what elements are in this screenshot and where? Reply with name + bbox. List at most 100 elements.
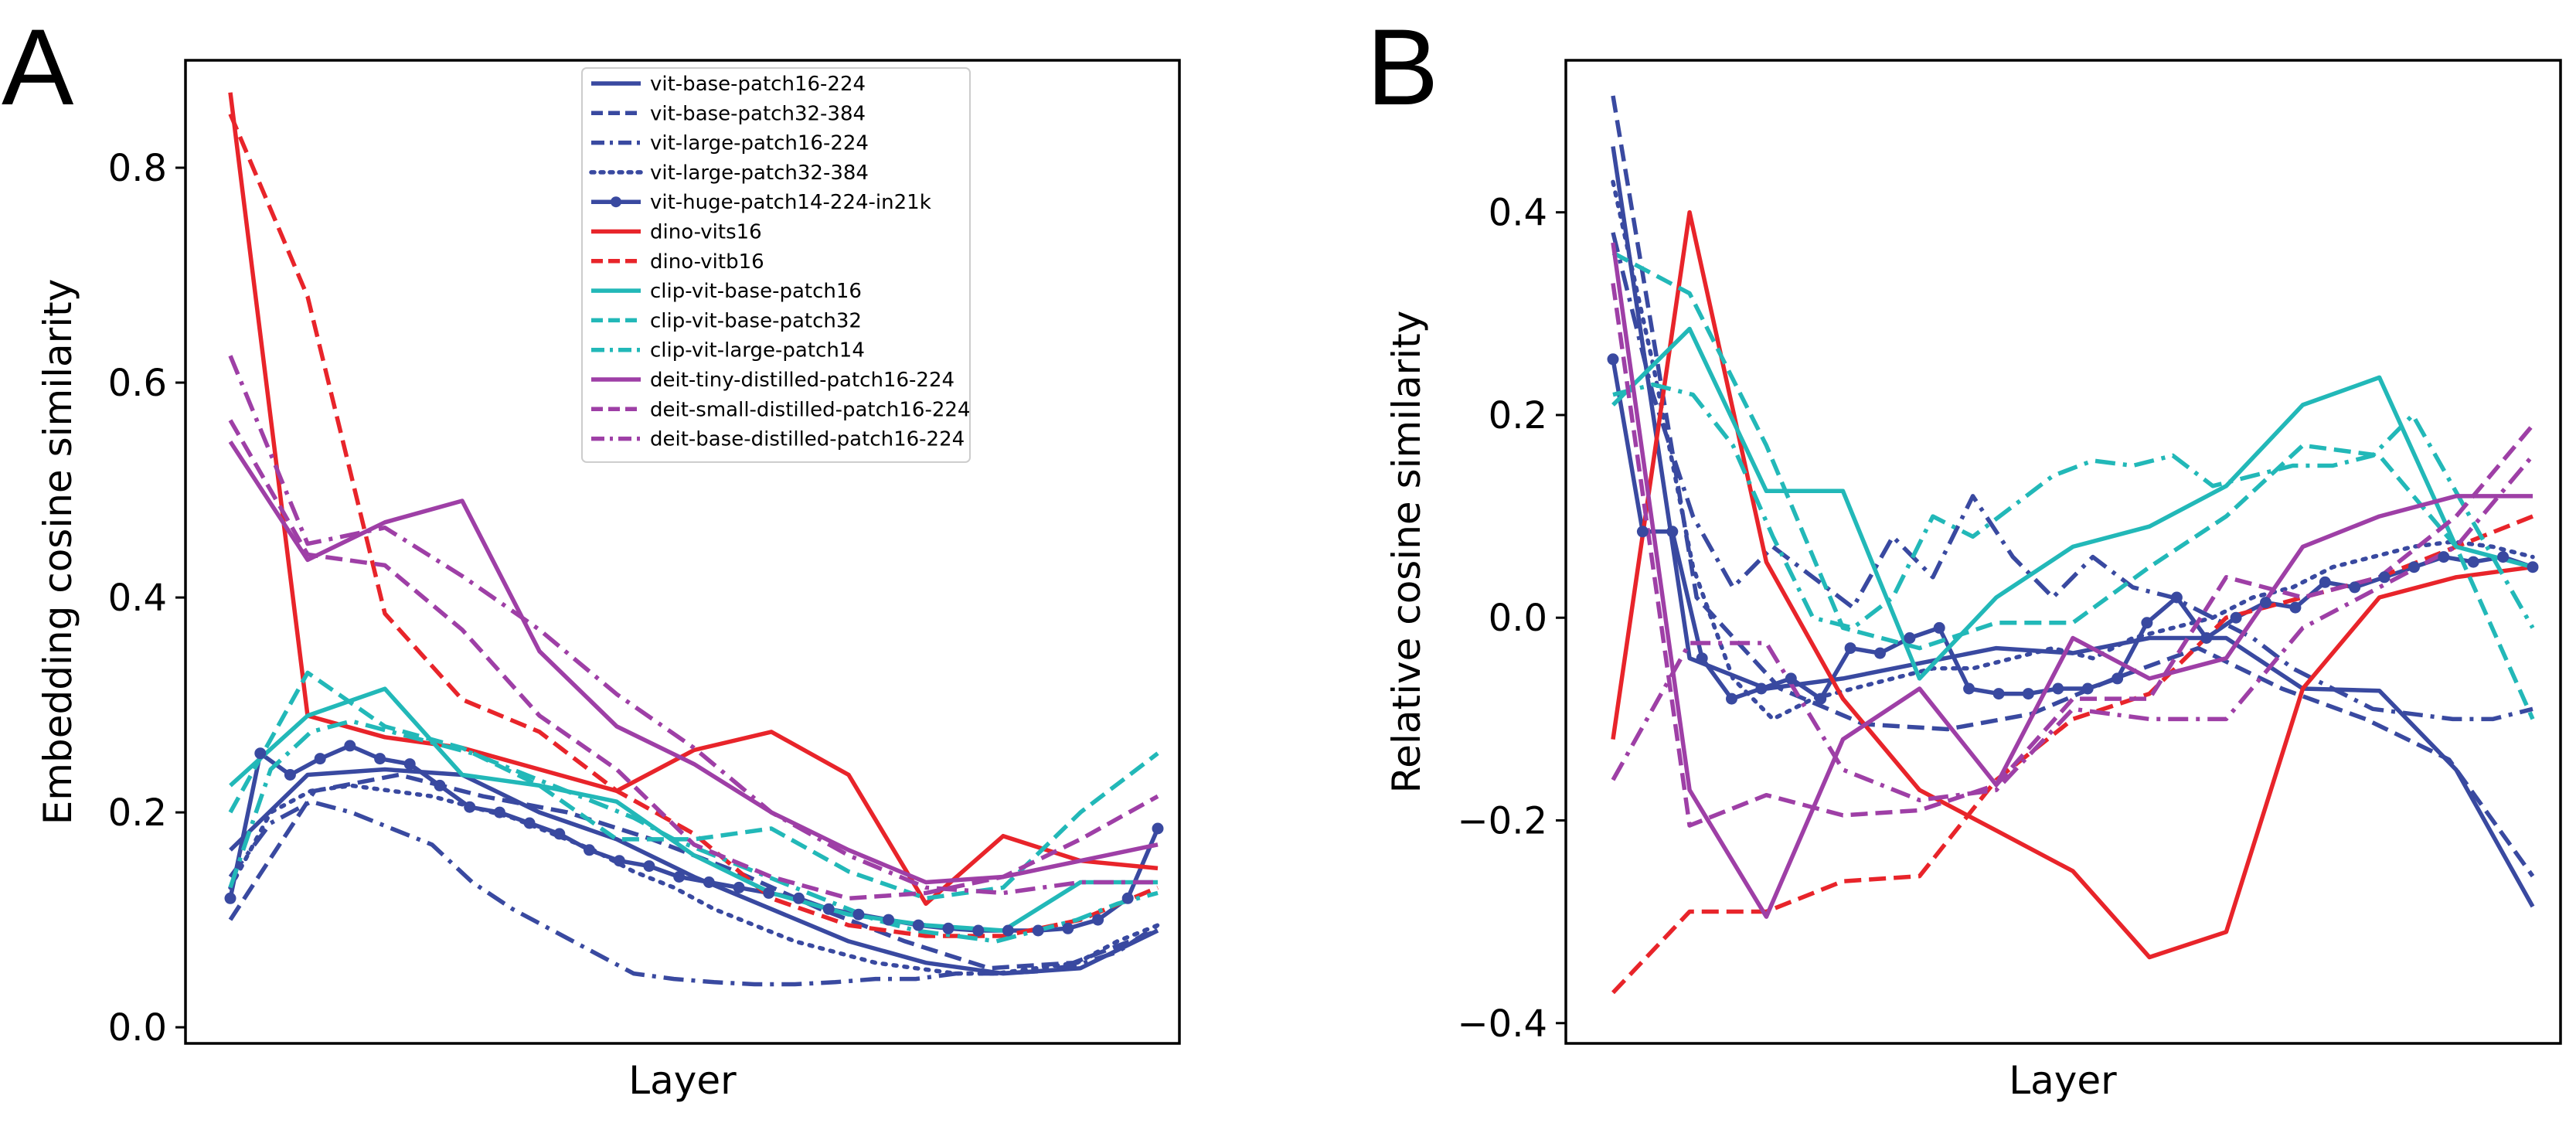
panel-b-point-vit-huge-patch14-224-in21k-27 [2408,561,2420,573]
panel-b-line-deit-tiny-distilled-patch16-224 [1611,242,2533,919]
panel-b-point-vit-huge-patch14-224-in21k-1 [1636,526,1649,538]
legend-label-deit-tiny-distilled-patch16-224: deit-tiny-distilled-patch16-224 [650,369,955,392]
panel-a-axes-frame [184,59,1181,1045]
panel-b-point-vit-huge-patch14-224-in21k-16 [2081,682,2094,695]
panel-b-point-vit-huge-patch14-224-in21k-26 [2378,571,2391,584]
panel-b-y-axis-label: Relative cosine similarity [1384,311,1429,794]
panel-b-yticks: −0.4 −0.2 0.0 0.2 0.4 [1457,192,1566,1046]
panel-b-line-clip-vit-large-patch14 [1612,382,2535,631]
panel-a-chart: 0.0 0.2 0.4 0.6 0.8 Layer Embedding cosine s… [36,59,1181,1103]
panel-a-ytick-label: 0.6 [108,362,167,405]
legend-label-deit-base-distilled-patch16-224: deit-base-distilled-patch16-224 [650,428,965,451]
panel-a-point-vit-huge-patch14-224-in21k-30 [1121,892,1134,904]
legend: vit-base-patch16-224 vit-base-patch32-384… [581,67,971,463]
panel-b-ytick-label: −0.2 [1457,800,1547,843]
panel-b-point-vit-huge-patch14-224-in21k-3 [1696,652,1708,665]
panel-a-point-vit-huge-patch14-224-in21k-9 [493,806,505,818]
legend-label-clip-vit-base-patch16: clip-vit-base-patch16 [650,280,862,303]
panel-a-point-vit-huge-patch14-224-in21k-5 [374,753,386,765]
panel-a-point-vit-huge-patch14-224-in21k-4 [344,740,356,752]
panel-a-point-vit-huge-patch14-224-in21k-11 [553,828,566,840]
panel-a-point-vit-huge-patch14-224-in21k-13 [613,855,625,867]
panel-a-point-vit-huge-patch14-224-in21k-12 [584,844,595,856]
panel-a-markers [224,740,1164,937]
panel-b-line-vit-large-patch16-224 [1611,232,2533,722]
panel-a-point-vit-huge-patch14-224-in21k-14 [643,860,655,873]
panel-b-point-vit-huge-patch14-224-in21k-31 [2527,561,2539,573]
panel-b-chart: −0.4 −0.2 0.0 0.2 0.4 Layer Relative cosine … [1384,59,2562,1103]
panel-a-point-vit-huge-patch14-224-in21k-31 [1152,822,1164,835]
panel-b-point-vit-huge-patch14-224-in21k-29 [2467,556,2479,568]
panel-a-point-vit-huge-patch14-224-in21k-6 [403,758,416,771]
panel-b-line-dino-vits16 [1611,209,2533,960]
panel-a-point-vit-huge-patch14-224-in21k-7 [434,779,446,791]
panel-a-line-dino-vits16 [228,92,1159,907]
panel-a-y-axis-label: Embedding cosine similarity [36,279,80,825]
panel-a-point-vit-huge-patch14-224-in21k-25 [972,924,985,937]
legend-label-clip-vit-base-patch32: clip-vit-base-patch32 [650,309,862,332]
panel-b-point-vit-huge-patch14-224-in21k-9 [1874,647,1886,659]
panel-b-line-clip-vit-base-patch32 [1611,250,2535,720]
panel-a-point-vit-huge-patch14-224-in21k-2 [284,769,296,781]
panel-a-x-axis-label: Layer [628,1058,737,1103]
panel-a-point-vit-huge-patch14-224-in21k-28 [1062,922,1074,934]
panel-b-markers [1607,353,2539,705]
panel-a-point-vit-huge-patch14-224-in21k-27 [1032,924,1044,937]
legend-label-deit-small-distilled-patch16-224: deit-small-distilled-patch16-224 [650,398,970,421]
panel-a-point-vit-huge-patch14-224-in21k-10 [523,817,536,829]
panel-a-ytick-label: 0.4 [108,577,167,620]
panel-b-point-vit-huge-patch14-224-in21k-2 [1666,526,1679,538]
panel-a-point-vit-huge-patch14-224-in21k-15 [673,871,686,883]
panel-b-line-dino-vitb16 [1611,514,2534,995]
panel-b-ytick-label: 0.4 [1489,192,1547,235]
panel-a-point-vit-huge-patch14-224-in21k-1 [254,747,267,760]
panel-b-point-vit-huge-patch14-224-in21k-20 [2200,632,2213,644]
panel-b-series [1611,95,2535,995]
panel-b-point-vit-huge-patch14-224-in21k-22 [2260,597,2271,609]
panel-a-point-vit-huge-patch14-224-in21k-24 [942,922,955,934]
panel-letter-b: B [1366,6,1438,128]
panel-b-point-vit-huge-patch14-224-in21k-0 [1607,353,1619,366]
panel-letter-a: A [2,6,74,128]
panel-b-ytick-label: 0.2 [1489,394,1547,437]
panel-b-line-clip-vit-base-patch16 [1611,326,2533,681]
panel-b-point-vit-huge-patch14-224-in21k-14 [2022,688,2034,700]
panel-b-ytick-label: −0.4 [1457,1002,1547,1046]
legend-label-dino-vits16: dino-vits16 [650,221,762,244]
panel-a-point-vit-huge-patch14-224-in21k-21 [852,908,865,921]
legend-label-vit-base-patch32-384: vit-base-patch32-384 [650,102,866,125]
panel-b-point-vit-huge-patch14-224-in21k-8 [1844,642,1856,655]
panel-b-line-deit-small-distilled-patch16-224 [1611,283,2535,828]
panel-a-point-vit-huge-patch14-224-in21k-8 [464,801,476,813]
panel-a-line-deit-tiny-distilled-patch16-224 [228,440,1159,885]
legend-box [581,67,971,463]
panel-a-ytick-label: 0.2 [108,791,167,835]
panel-b-line-vit-base-patch32-384 [1611,95,2535,878]
panel-b-point-vit-huge-patch14-224-in21k-11 [1933,621,1945,634]
legend-label-vit-huge-patch14-224-in21k: vit-huge-patch14-224-in21k [650,191,931,214]
panel-b-point-vit-huge-patch14-224-in21k-4 [1726,693,1737,705]
panel-b-point-vit-huge-patch14-224-in21k-28 [2438,551,2450,563]
panel-a-line-vit-huge-patch14-224-in21k [228,744,1160,933]
panel-a-point-vit-huge-patch14-224-in21k-19 [793,892,805,904]
panel-a-point-vit-huge-patch14-224-in21k-23 [912,919,924,931]
panel-a-line-dino-vitb16 [228,113,1159,938]
legend-label-vit-large-patch16-224: vit-large-patch16-224 [650,132,869,155]
panel-a-point-vit-huge-patch14-224-in21k-18 [763,886,775,899]
panel-a-line-deit-small-distilled-patch16-224 [228,419,1159,901]
panel-b-point-vit-huge-patch14-224-in21k-12 [1963,682,1975,695]
panel-b-point-vit-huge-patch14-224-in21k-17 [2112,672,2124,685]
panel-a-line-deit-base-distilled-patch16-224 [228,355,1158,896]
panel-b-line-deit-base-distilled-patch16-224 [1611,454,2535,803]
panel-b-x-axis-label: Layer [2009,1058,2117,1103]
legend-label-vit-large-patch32-384: vit-large-patch32-384 [650,162,869,185]
panel-a-point-vit-huge-patch14-224-in21k-16 [703,876,715,888]
panel-a-point-vit-huge-patch14-224-in21k-0 [224,892,237,904]
panel-a-point-vit-huge-patch14-224-in21k-3 [314,753,326,765]
panel-a-point-vit-huge-patch14-224-in21k-29 [1092,914,1104,926]
panel-b-point-vit-huge-patch14-224-in21k-21 [2230,611,2242,624]
panel-a-line-vit-large-patch16-224 [228,799,1159,987]
panel-b-point-vit-huge-patch14-224-in21k-24 [2319,576,2331,588]
panel-b-point-vit-huge-patch14-224-in21k-10 [1904,632,1916,644]
